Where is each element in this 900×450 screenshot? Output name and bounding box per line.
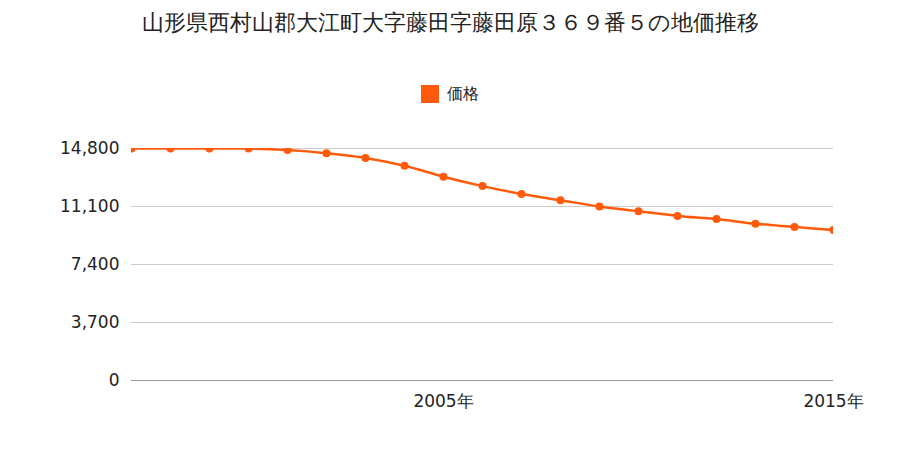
svg-text:3,700: 3,700 (71, 312, 120, 332)
html-text:山形県西村山郡大江町大字藤田字藤田原３６９番５の地価推移: 山形県西村山郡大江町大字藤田字藤田原３６９番５の地価推移 (141, 10, 759, 35)
svg-text:0: 0 (109, 370, 120, 390)
html-text:価格: 価格 (447, 83, 479, 103)
svg-text:2015年: 2015年 (803, 391, 863, 411)
svg-text:14,800: 14,800 (60, 138, 119, 158)
svg-text:2005年: 2005年 (413, 391, 473, 411)
svg-text:7,400: 7,400 (71, 254, 120, 274)
svg-text:11,100: 11,100 (60, 196, 119, 216)
